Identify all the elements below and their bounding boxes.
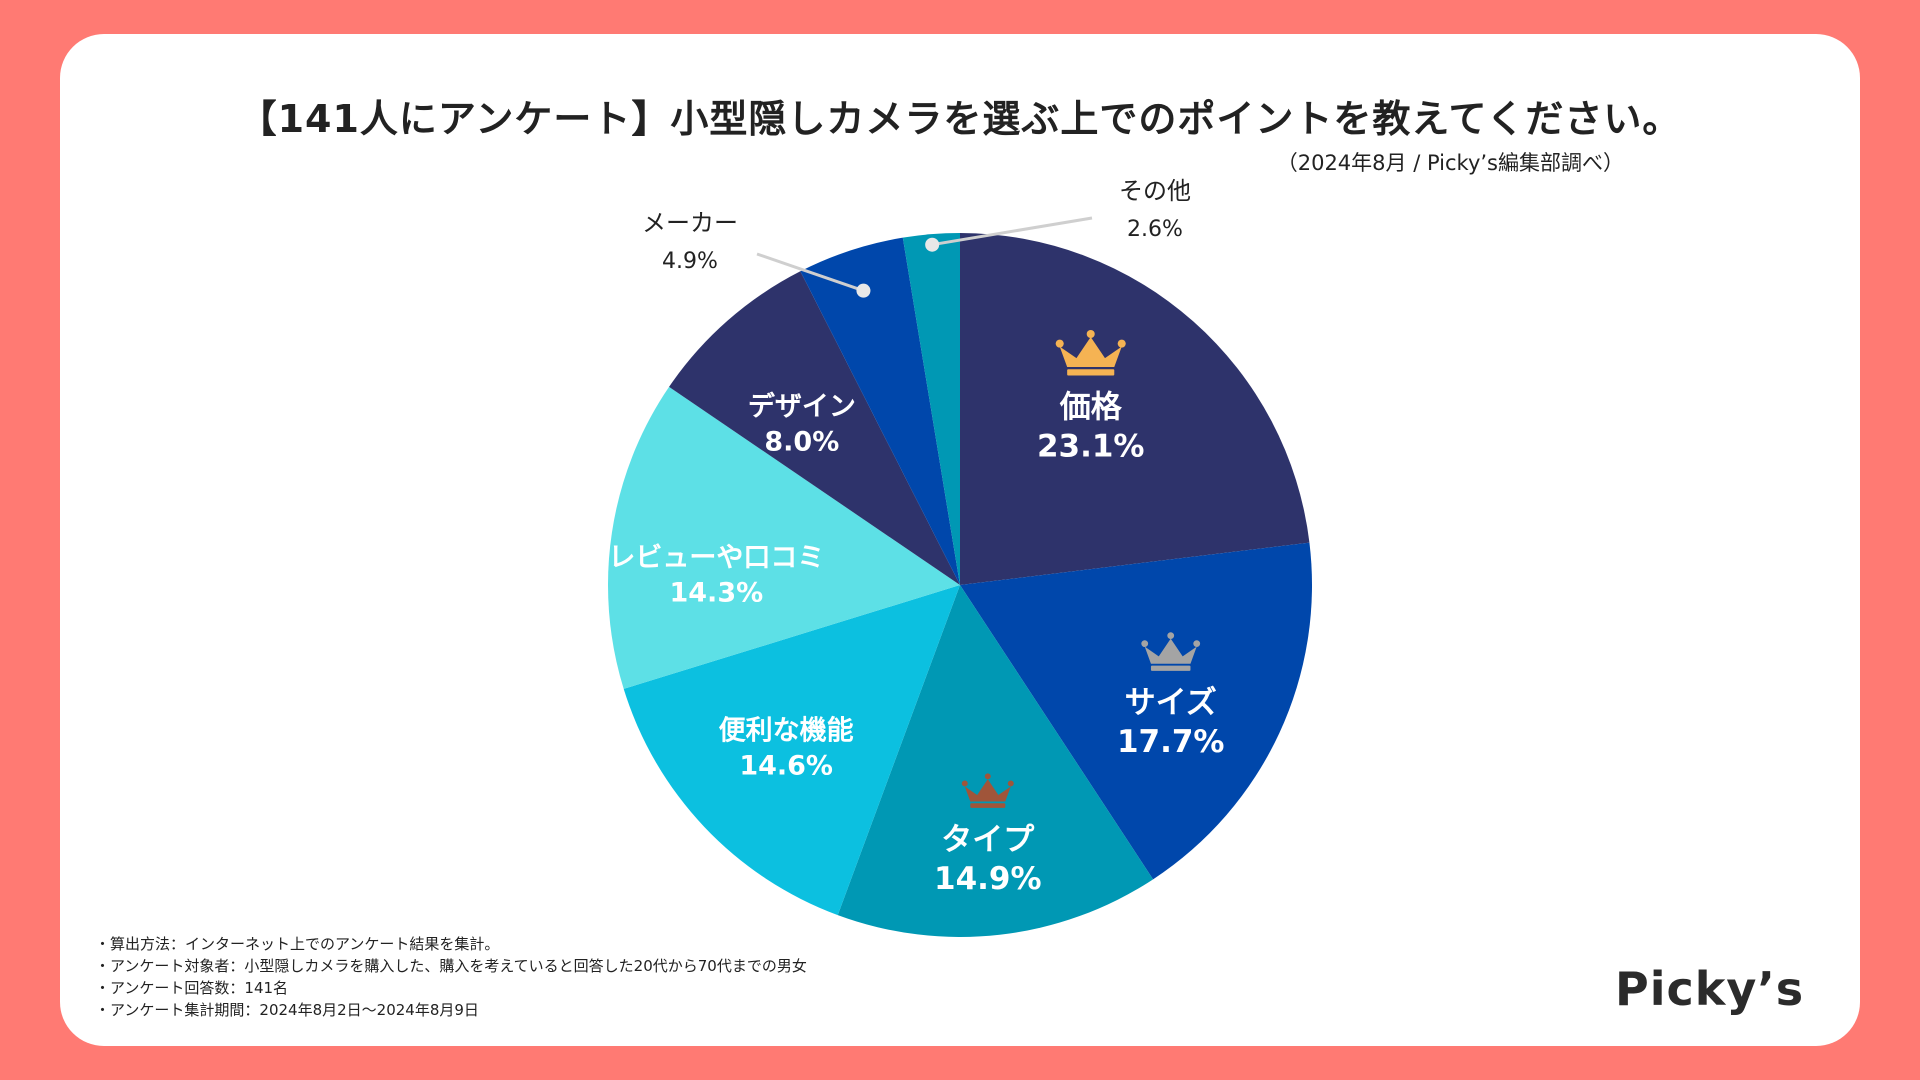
slice-2-crown-jewel-3	[1193, 640, 1201, 648]
note-target: ・アンケート対象者：小型隠しカメラを購入した、購入を考えていると回答した20代か…	[95, 957, 807, 975]
slice-4-value-label: 14.6%	[739, 751, 833, 782]
slice-5-wedge	[608, 386, 960, 689]
slice-5-value-label: 14.3%	[669, 577, 763, 608]
slice-2-value-label: 17.7%	[1117, 724, 1225, 760]
slice-1-label: 価格	[1059, 389, 1123, 425]
slice-2-label: サイズ	[1125, 685, 1217, 721]
slice-1-crown-jewel-3	[1117, 339, 1126, 348]
slice-3-crown-jewel-3	[1007, 780, 1014, 787]
slice-6-wedge	[669, 271, 960, 585]
slice-3-value-label: 14.9%	[934, 861, 1042, 897]
slice-3-crown-icon	[964, 779, 1011, 802]
slice-2-crown-icon	[1144, 638, 1197, 664]
slice-7-leader-line	[756, 252, 864, 293]
slice-1-wedge	[960, 233, 1310, 585]
slice-3-wedge	[837, 585, 1154, 937]
slice-1-crown-jewel-1	[1055, 339, 1064, 348]
slice-2-wedge	[960, 542, 1312, 880]
slice-7-wedge	[800, 237, 960, 585]
note-method: ・算出方法：インターネット上でのアンケート結果を集計。	[95, 935, 500, 953]
slice-2-crown-base	[1150, 665, 1191, 671]
slice-3-crown-jewel-1	[961, 780, 968, 787]
slice-3-crown-base	[970, 803, 1006, 808]
slice-2-crown-jewel-1	[1141, 640, 1149, 648]
slice-2-crown-jewel-2	[1167, 632, 1175, 639]
slice-1-value-label: 23.1%	[1037, 428, 1145, 464]
slice-1-crown-base	[1067, 369, 1115, 376]
slice-3-label: タイプ	[941, 822, 1035, 858]
slice-8-wedge	[902, 233, 960, 585]
survey-notes: ・算出方法：インターネット上でのアンケート結果を集計。 ・アンケート対象者：小型…	[95, 933, 807, 1021]
slice-3-crown-jewel-2	[984, 773, 991, 780]
slice-6-label: デザイン	[748, 390, 856, 422]
slice-1-crown-icon	[1059, 337, 1122, 367]
slice-6-value-label: 8.0%	[764, 426, 839, 457]
slice-8-leader-dot	[925, 237, 940, 252]
chart-title: 【141人にアンケート】小型隠しカメラを選ぶ上でのポイントを教えてください。	[238, 97, 1682, 141]
slice-5-label: レビューや口コミ	[608, 542, 824, 573]
slice-8-leader-line	[931, 216, 1093, 247]
slice-7-leader-dot	[856, 283, 871, 298]
note-count: ・アンケート回答数：141名	[95, 979, 289, 997]
slice-1-crown-jewel-2	[1086, 329, 1095, 339]
slice-7-label: メーカー	[642, 209, 738, 237]
slice-4-label: 便利な機能	[719, 715, 854, 747]
slice-7-value-label: 4.9%	[662, 249, 718, 274]
slice-8-label: その他	[1119, 177, 1191, 205]
slice-8-value-label: 2.6%	[1127, 217, 1183, 242]
picky-logo: Picky’s	[1615, 962, 1805, 1016]
slice-4-wedge	[623, 585, 960, 916]
source-note: （2024年8月 / Picky’s編集部調べ）	[1276, 151, 1624, 175]
note-period: ・アンケート集計期間：2024年8月2日〜2024年8月9日	[95, 1001, 479, 1019]
